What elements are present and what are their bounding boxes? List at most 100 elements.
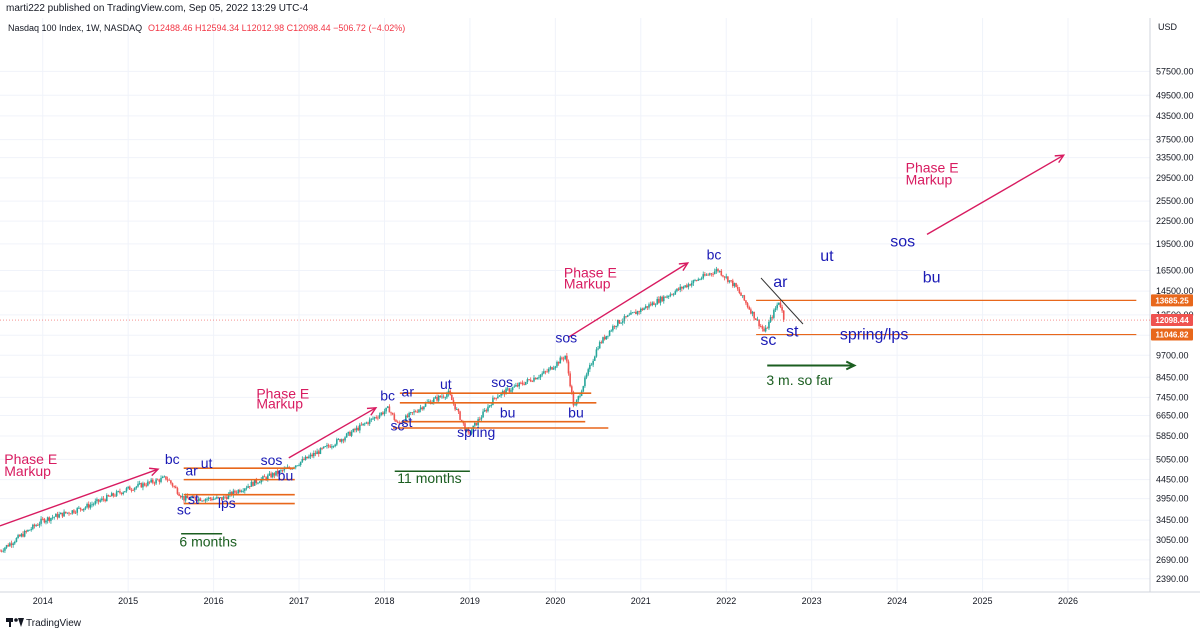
candle-body [758,319,760,327]
candle-body [73,510,75,513]
candle-body [434,397,437,399]
candle [66,512,69,515]
candle-body [725,276,728,278]
symbol-title: Nasdaq 100 Index, 1W, NASDAQ [8,23,142,33]
candle-body [603,337,606,340]
candle [306,456,309,459]
candle-body [738,289,741,293]
candle [340,438,343,444]
arrow-head-icon [678,262,690,271]
candle [520,381,522,385]
candle [751,310,754,317]
candle-body [554,366,557,369]
footer-brand[interactable]: TradingView [26,618,82,629]
candle-body [643,308,645,311]
candle [390,411,392,416]
candle [677,287,680,291]
candle-body [743,295,746,301]
candle-body [211,498,213,501]
candle-body [30,528,33,530]
grid [0,18,1150,592]
markup-arrow [926,154,1066,235]
candle [165,476,167,481]
candle-body [339,439,341,442]
candle-body [592,360,594,365]
candle-body [171,483,174,487]
candle-body [41,518,44,520]
candle-body [158,479,161,482]
candle [672,292,675,297]
candle [626,314,629,318]
candle [597,346,599,351]
candle-body [219,497,221,499]
candle-body [633,311,636,313]
candle [495,397,497,401]
candle [464,421,466,431]
candle [78,505,80,509]
candle-body [13,541,16,544]
candle-body [97,499,100,502]
candle [27,529,29,533]
y-tick-label: 14500.00 [1156,286,1194,296]
candle [368,417,371,426]
annotation-label: lps [218,495,236,511]
tradingview-logo-icon[interactable] [6,618,24,627]
candle [406,413,409,418]
price-badges: 13685.25 12098.44 11046.82 [1151,294,1193,341]
candle-body [605,335,608,340]
candle [125,486,128,493]
candle-body [631,312,634,314]
candle-body [635,311,637,315]
candle [769,314,772,324]
candle [414,409,417,413]
candle-body [33,524,36,527]
candle [653,301,655,305]
candle [58,511,60,519]
candle [18,534,21,537]
candle-body [268,473,271,476]
price-axis[interactable]: 57500.00 49500.00 43500.00 37500.00 33500.00… [1156,66,1194,583]
candle-body [161,476,164,479]
annotation-label: ar [773,274,788,291]
candle-body [327,445,330,447]
candle [681,286,683,292]
candle [40,516,42,527]
candle [160,475,162,484]
candle-body [421,407,424,410]
candle [319,447,322,455]
candle [94,498,97,506]
candle-body [733,283,736,287]
candle-body [92,503,95,505]
time-axis[interactable]: 2014 2015 2016 2017 2018 2019 2020 2021 2022 2023… [33,596,1078,606]
candle-body [692,280,695,284]
candle-body [409,412,412,414]
candle [625,316,627,319]
candle [662,295,665,304]
candle [615,325,617,330]
candle-body [165,476,167,480]
candle-body [214,498,217,500]
candle-body [771,317,774,319]
candle [603,334,606,341]
candle-body [763,328,765,332]
candle [201,500,203,502]
candle [122,491,125,496]
candle [740,291,742,296]
candle-body [774,308,777,311]
candle [168,478,171,481]
candle [314,450,317,457]
candle [199,497,202,502]
candle [616,319,619,328]
candle [539,374,542,381]
candle [593,355,596,362]
candle-body [559,357,562,364]
candle-body [207,497,210,499]
y-tick-label: 22500.00 [1156,216,1194,226]
candle [345,432,348,438]
candle-body [45,520,47,523]
candle [710,272,713,277]
candle-body [61,512,64,517]
candle [304,455,307,461]
candle-body [281,470,284,472]
